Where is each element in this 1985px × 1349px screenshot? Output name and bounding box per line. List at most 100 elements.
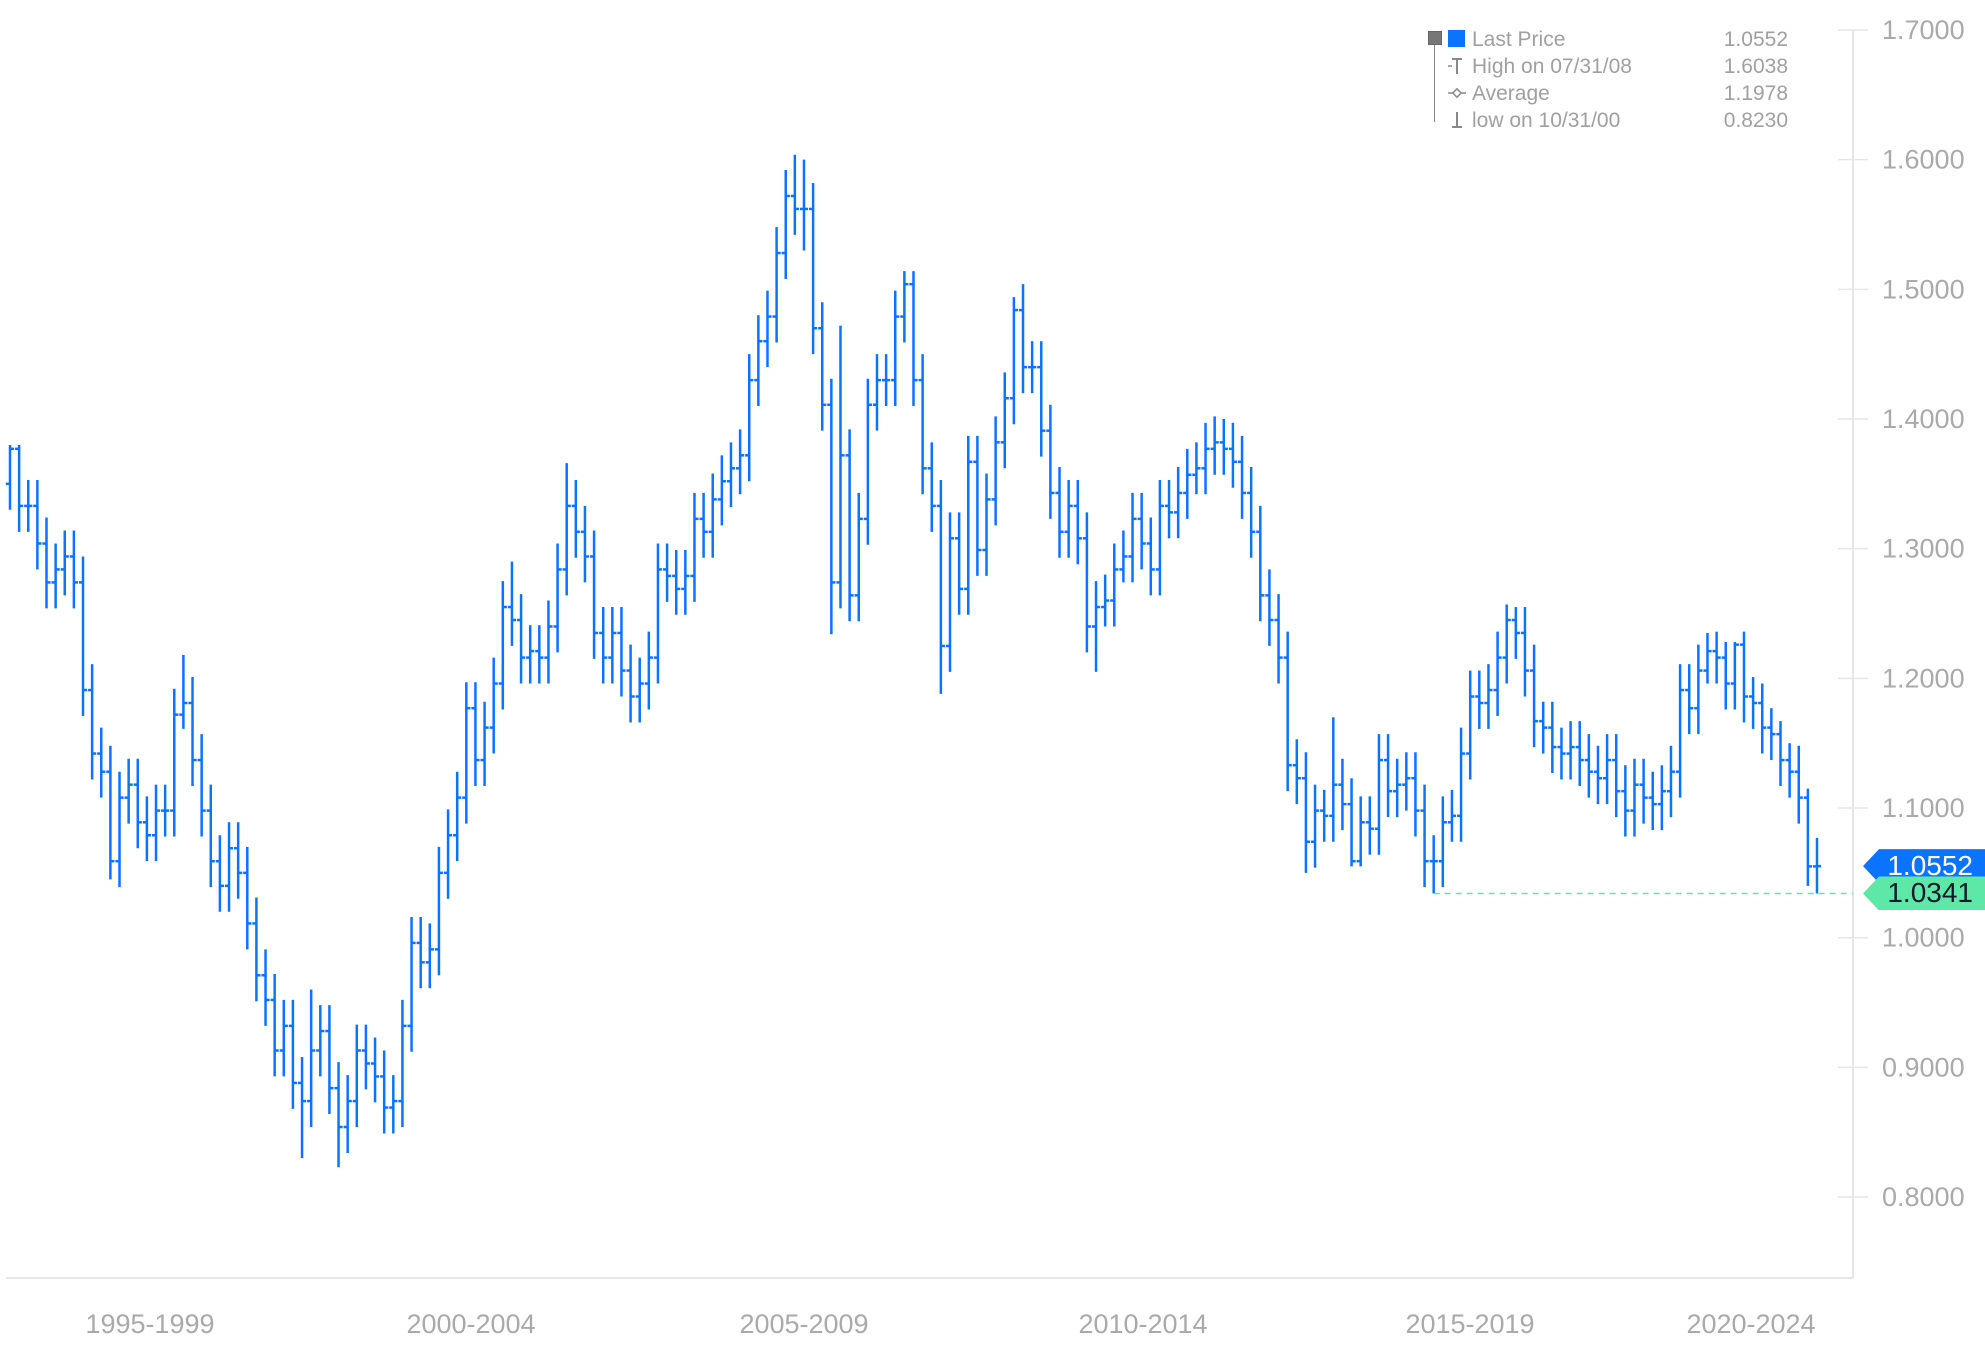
ohlc-bar xyxy=(297,1056,307,1159)
ohlc-bar xyxy=(1712,631,1721,684)
ohlc-bar xyxy=(489,657,498,754)
ohlc-bar xyxy=(653,543,663,684)
ohlc-bar xyxy=(88,664,97,780)
ohlc-bar xyxy=(252,897,261,1002)
ohlc-bar xyxy=(1575,721,1584,786)
ohlc-bar xyxy=(142,796,152,862)
ohlc-bar xyxy=(1183,448,1192,519)
ohlc-bar xyxy=(270,973,279,1077)
ohlc-bar xyxy=(1201,422,1210,495)
ohlc-bar xyxy=(781,170,790,279)
x-tick-label: 1995-1999 xyxy=(85,1309,214,1339)
ohlc-bar xyxy=(425,923,434,989)
ohlc-bar xyxy=(1694,644,1703,735)
ohlc-bar xyxy=(1621,765,1630,837)
ohlc-bar xyxy=(1192,442,1201,495)
ohlc-bar xyxy=(872,354,882,431)
ohlc-bar xyxy=(909,271,918,407)
ohlc-bar xyxy=(1347,778,1356,867)
ohlc-bar xyxy=(361,1024,371,1090)
ohlc-bar xyxy=(973,435,982,576)
ohlc-bar xyxy=(699,492,708,558)
ohlc-bar xyxy=(1511,607,1520,659)
ohlc-bar xyxy=(763,290,772,368)
ohlc-bar xyxy=(1557,727,1566,780)
ohlc-bar xyxy=(1493,631,1502,716)
ohlc-bar xyxy=(261,949,270,1026)
ohlc-bar xyxy=(836,325,845,609)
ohlc-bar xyxy=(334,1062,343,1168)
ohlc-bar xyxy=(1785,743,1794,798)
ohlc-bar xyxy=(1091,581,1101,672)
ohlc-bar xyxy=(480,701,489,786)
ohlc-bar xyxy=(343,1075,352,1153)
ohlc-bar xyxy=(772,227,781,343)
ohlc-bar xyxy=(1274,594,1283,684)
ohlc-bar xyxy=(1119,530,1128,583)
ohlc-bar xyxy=(1082,512,1092,653)
collapse-icon[interactable] xyxy=(1428,31,1442,45)
ohlc-bar xyxy=(1320,789,1329,842)
ohlc-bar xyxy=(626,644,635,723)
ohlc-bar xyxy=(608,607,617,684)
ohlc-bar xyxy=(936,479,945,694)
legend-label: Last Price xyxy=(1472,28,1566,51)
ohlc-bar xyxy=(1174,466,1183,539)
ohlc-bar xyxy=(1602,734,1612,805)
ohlc-bar xyxy=(708,473,717,558)
legend-value: 1.6038 xyxy=(1723,55,1788,78)
blue-square-icon xyxy=(1448,30,1465,47)
ohlc-bar xyxy=(1402,752,1411,811)
ohlc-bar xyxy=(5,444,15,510)
legend-value: 1.1978 xyxy=(1723,82,1788,105)
ohlc-bar xyxy=(1228,422,1238,488)
ohlc-bar xyxy=(1265,569,1274,646)
ohlc-bar xyxy=(389,1075,398,1134)
ohlc-bar xyxy=(1210,416,1219,475)
ohlc-bar xyxy=(1146,517,1155,596)
low-marker-icon xyxy=(1452,112,1462,128)
ohlc-bar xyxy=(662,543,672,602)
ohlc-bar xyxy=(1064,479,1073,558)
ohlc-bar xyxy=(33,479,42,570)
ohlc-bar xyxy=(735,429,745,495)
ohlc-bar xyxy=(882,354,891,407)
ohlc-bar xyxy=(1776,721,1785,786)
ohlc-bar xyxy=(599,607,608,684)
ohlc-bar xyxy=(1502,604,1511,684)
ohlc-bar xyxy=(234,822,243,899)
ohlc-bar xyxy=(398,999,407,1128)
ohlc-bar xyxy=(1675,664,1685,798)
ohlc-bar xyxy=(1310,784,1320,868)
ohlc-bar xyxy=(1639,758,1648,824)
ohlc-bar xyxy=(1739,631,1749,723)
legend-low: low on 10/31/00 0.8230 xyxy=(1428,107,1788,134)
ohlc-bar xyxy=(1329,717,1338,842)
ohlc-bar xyxy=(170,688,179,837)
ohlc-bar xyxy=(726,442,736,508)
ohlc-bar xyxy=(562,463,571,596)
y-tick-label: 1.2000 xyxy=(1882,663,1965,693)
ohlc-bar xyxy=(97,727,106,798)
high-marker-icon xyxy=(1448,58,1462,74)
ohlc-bar xyxy=(453,771,462,862)
ohlc-bar xyxy=(1612,734,1621,818)
ohlc-bar xyxy=(526,625,535,684)
ohlc-bar xyxy=(1539,701,1548,754)
ohlc-bar xyxy=(69,530,78,609)
ohlc-bar xyxy=(571,479,580,558)
ohlc-bar xyxy=(1009,297,1018,425)
ohlc-bar xyxy=(863,378,872,545)
ohlc-bar xyxy=(434,846,444,976)
ohlc-bar xyxy=(1648,771,1657,831)
x-tick-label: 2000-2004 xyxy=(406,1309,535,1339)
y-tick-label: 1.4000 xyxy=(1882,404,1965,434)
ohlc-bar xyxy=(1767,708,1776,761)
ohlc-bar xyxy=(991,416,1000,526)
ohlc-bar xyxy=(206,784,215,888)
ohlc-bar xyxy=(1256,505,1265,622)
ohlc-bar xyxy=(1356,796,1365,867)
x-tick-label: 2010-2014 xyxy=(1078,1309,1207,1339)
ohlc-bar xyxy=(215,835,225,912)
